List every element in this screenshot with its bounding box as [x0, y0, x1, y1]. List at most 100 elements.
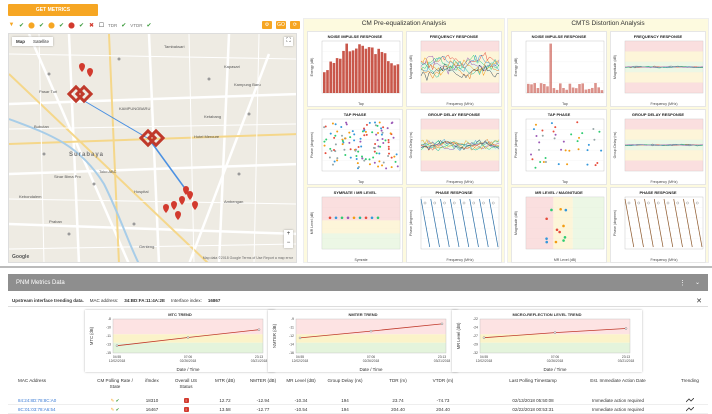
scatter-point — [376, 124, 379, 127]
marker-icon[interactable]: ⬤ — [28, 22, 35, 29]
bar — [329, 61, 332, 93]
chart-title: NOISE IMPULSE RESPONSE — [531, 34, 587, 39]
tab-satellite[interactable]: Satellite — [33, 39, 50, 44]
axis-label: Group Delay (ns) — [613, 132, 617, 159]
fullscreen-icon[interactable]: ⛶ — [284, 37, 293, 46]
table-cell: -74.73 — [436, 398, 450, 403]
scatter-point — [380, 129, 383, 132]
scatter-point — [333, 136, 336, 139]
scatter-point — [564, 208, 568, 212]
check-icon[interactable]: ✔ — [18, 22, 25, 29]
axis-label: Phase (degrees) — [613, 210, 617, 236]
column-header[interactable]: Group Delay (ns) — [327, 378, 363, 383]
column-header[interactable]: MTR (dB) — [215, 378, 235, 383]
get-metrics-button[interactable]: GET METRICS — [8, 4, 98, 16]
series-line — [663, 198, 674, 248]
axis-label: Phase (degrees) — [310, 132, 314, 158]
scatter-point — [390, 166, 393, 169]
scatter-point — [372, 156, 375, 159]
bar — [374, 54, 377, 93]
warning-icon[interactable]: ✖ — [88, 22, 95, 29]
section-divider — [0, 266, 712, 268]
checkbox-icon[interactable]: ☐ — [98, 22, 105, 29]
trending-icon[interactable] — [673, 406, 707, 413]
trending-icon[interactable] — [673, 397, 707, 404]
chart-title: MR LEVEL / MAGNITUDE — [535, 190, 583, 195]
status-badge: ! — [168, 407, 204, 412]
chevron-down-icon[interactable]: ⌄ — [694, 280, 700, 286]
tick-label: 03/21/2018 — [618, 359, 635, 363]
scatter-point — [554, 240, 558, 244]
scatter-point — [534, 166, 537, 169]
column-header[interactable]: Last Polling Timestamp — [509, 378, 557, 383]
table-row[interactable]: 8C:01:03:78:A6:54 ✎ ✔ 16467! 13.58 -12.77 -10… — [8, 405, 708, 414]
edit-icon[interactable]: ✎ — [110, 398, 115, 403]
tdr-label: TDR — [108, 22, 118, 28]
scatter-point — [563, 236, 567, 239]
column-header[interactable]: MR Level (dB) — [286, 378, 316, 383]
scatter-point — [348, 131, 351, 134]
bar — [348, 51, 352, 93]
analysis-chart: GROUP DELAY RESPONSE Frequency (MHz) Group… — [406, 109, 502, 185]
data-point — [257, 328, 261, 331]
tick-label: 02/26/2018 — [547, 359, 564, 363]
scatter-point — [355, 154, 358, 157]
close-icon[interactable]: ✕ — [696, 297, 702, 305]
column-header[interactable]: Overall US Status — [174, 378, 198, 389]
scatter-point — [558, 230, 561, 234]
scatter-point — [377, 145, 380, 148]
analysis-chart: NOISE IMPULSE RESPONSE Tap Energy (dB) — [511, 31, 607, 107]
refresh-button[interactable]: ⟳ — [290, 21, 300, 29]
check-icon[interactable]: ✔ — [58, 22, 65, 29]
table-row[interactable]: 84:24:8D:78:8C:A0 ✎ ✔ 18310! 12.72 -12.94 -10… — [8, 396, 708, 405]
series-line — [469, 198, 479, 248]
column-header[interactable]: VTDR (m) — [432, 378, 454, 383]
column-header[interactable]: Trending — [681, 378, 699, 383]
check-icon[interactable]: ✔ — [146, 22, 152, 29]
column-header[interactable]: ifIndex — [145, 378, 159, 383]
check-icon[interactable]: ✔ — [38, 22, 45, 29]
column-header[interactable]: CM Polling Rate / State — [97, 378, 133, 389]
scatter-point — [334, 143, 337, 146]
scatter-point — [387, 154, 390, 157]
tick-label: 12/02/2018 — [109, 359, 126, 363]
column-header[interactable]: TDR (m) — [389, 378, 407, 383]
mac-address-link[interactable]: 84:24:8D:78:8C:A0 — [18, 398, 57, 403]
scatter-point — [349, 156, 352, 159]
filter-icon[interactable]: ▼ — [8, 22, 15, 28]
marker-icon[interactable]: ⬤ — [68, 22, 75, 29]
axis-label: MTC (dB) — [89, 326, 94, 345]
marker-icon[interactable]: ⬤ — [48, 22, 55, 29]
zoom-in-button[interactable]: + — [286, 231, 291, 237]
scatter-point — [363, 134, 366, 137]
column-header[interactable]: MAC Address — [18, 378, 47, 383]
tab-map[interactable]: Map — [16, 39, 25, 44]
scatter-point — [365, 133, 368, 136]
polling-state: ✎ ✔ — [96, 407, 134, 413]
mac-address-link[interactable]: 8C:01:03:78:A6:54 — [18, 407, 56, 412]
settings-button[interactable]: ⚙ — [262, 21, 272, 29]
check-icon[interactable]: ✔ — [78, 22, 85, 29]
map-view[interactable]: Map Satellite ⛶ Surabaya Tambaksari Kapa… — [8, 33, 297, 263]
ifindex-label: Interface index: — [171, 298, 202, 303]
column-header[interactable]: NMTER (dB) — [249, 378, 277, 383]
tick-label: -27 — [473, 334, 478, 338]
scatter-point — [387, 145, 390, 148]
go-button[interactable]: GO — [276, 21, 286, 29]
axis-label: Frequency (MHz) — [650, 180, 677, 184]
column-header[interactable]: Est. Immediate Action Date — [590, 378, 646, 383]
zoom-out-button[interactable]: − — [286, 240, 291, 246]
scatter-point — [555, 228, 559, 232]
alert-icon: ! — [183, 398, 189, 403]
scatter-point — [552, 130, 555, 133]
table-cell: -10.34 — [294, 398, 308, 403]
info-bar: Upstream interface trending data. MAC ad… — [8, 295, 708, 307]
check-icon[interactable]: ✔ — [121, 22, 127, 29]
scatter-point — [359, 140, 362, 143]
map-attribution[interactable]: Map data ©2018 Google Terms of Use Repor… — [202, 256, 293, 260]
scatter-point — [328, 156, 331, 159]
scatter-point — [578, 136, 581, 139]
edit-icon[interactable]: ✎ — [110, 407, 115, 412]
more-menu-icon[interactable]: ⋮ — [679, 279, 686, 287]
scatter-point — [382, 126, 385, 129]
